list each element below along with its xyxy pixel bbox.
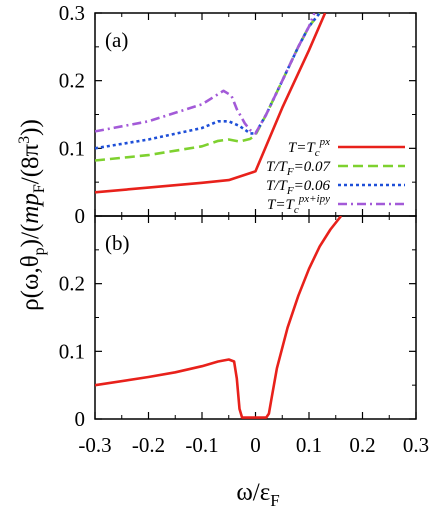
- x-axis-title-part: ω/ε: [236, 479, 270, 506]
- legend-label-part: T=T: [267, 197, 295, 213]
- y-tick-label: 0: [75, 407, 86, 431]
- series-line: [95, 13, 316, 135]
- legend-label: T/TF=0.07: [266, 159, 331, 178]
- legend-label: T=Tcpx+ipy: [267, 193, 330, 216]
- y-tick-label: 0.1: [59, 339, 85, 363]
- x-tick-label: 0.3: [403, 433, 429, 457]
- series-line: [95, 13, 321, 150]
- y-tick-label: 0.3: [59, 1, 85, 25]
- legend-label-part: =0.07: [294, 159, 332, 175]
- legend-label-part: =0.06: [294, 178, 331, 194]
- y-axis-title-part: mp: [17, 193, 44, 224]
- panel-b: 0 0.1 0.2 (b): [59, 215, 417, 431]
- y-axis-title: ρ(ω,θp)/(mpF/(8π3)): [16, 119, 48, 311]
- series-line: [95, 216, 343, 419]
- legend-label-sup: px+ipy: [298, 193, 330, 205]
- panel-label: (a): [105, 28, 128, 52]
- x-tick-label: -0.2: [132, 433, 165, 457]
- y-axis-title-part: )): [17, 119, 44, 136]
- x-axis-title-sub: F: [270, 491, 279, 510]
- x-tick-label: -0.3: [78, 433, 111, 457]
- legend-label-sup: px: [319, 136, 331, 148]
- x-tick-label: 0.2: [349, 433, 375, 457]
- x-axis-title: ω/εF: [236, 479, 279, 510]
- y-tick-label: 0: [75, 204, 86, 228]
- y-axis-title-part: ρ(ω,θ: [17, 255, 44, 310]
- legend-label-part: T/T: [266, 178, 289, 194]
- x-tick-label: 0: [250, 433, 261, 457]
- y-axis-title-sub: p: [31, 247, 48, 255]
- x-tick-label: -0.1: [185, 433, 218, 457]
- legend-label: T/TF=0.06: [266, 178, 330, 197]
- plot-frame: [94, 12, 417, 217]
- y-tick-label: 0.2: [59, 69, 85, 93]
- legend-label-sub: F: [286, 166, 294, 178]
- series-line: [95, 13, 327, 194]
- plot-frame: [94, 215, 417, 420]
- y-axis-title-sup: 3: [16, 136, 33, 144]
- legend-label-sub: F: [286, 185, 294, 197]
- legend-label-sub: c: [315, 147, 320, 159]
- legend-label: T=Tcpx: [288, 136, 330, 159]
- y-axis-title-sub: F: [31, 184, 48, 193]
- y-axis-title-part: )/(: [17, 224, 44, 248]
- legend-label-part: T=T: [288, 140, 316, 156]
- y-tick-label: 0.1: [59, 136, 85, 160]
- series-line: [95, 13, 321, 162]
- panel-label: (b): [105, 231, 130, 255]
- panel-a: 00.10.20.3(a)T=TcpxT/TF=0.07T/TF=0.06T=T…: [59, 1, 417, 228]
- legend-label-sub: c: [294, 204, 299, 216]
- x-tick-labels: -0.3 -0.2 -0.1 0 0.1 0.2 0.3: [78, 433, 429, 457]
- y-axis-title-part: /(8π: [17, 143, 44, 184]
- legend-label-part: T/T: [266, 159, 289, 175]
- x-tick-label: 0.1: [296, 433, 322, 457]
- y-tick-label: 0.2: [59, 272, 85, 296]
